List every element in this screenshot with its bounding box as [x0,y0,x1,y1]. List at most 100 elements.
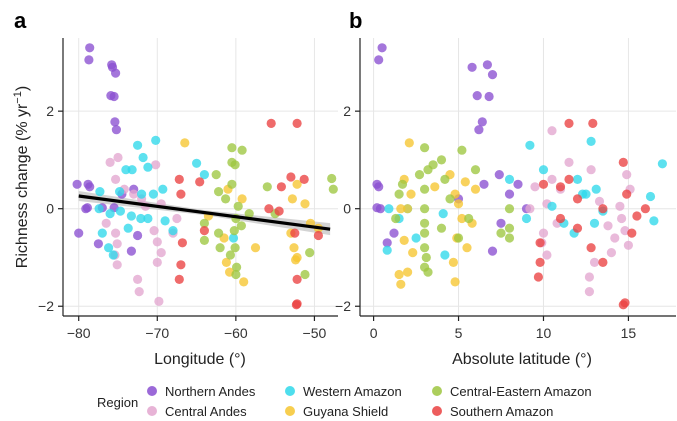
data-point [199,170,209,180]
y-axis-title: Richness change (% yr−1) [12,86,31,268]
data-point [477,117,487,127]
data-point [564,118,574,128]
data-point [105,209,115,219]
legend-label: Western Amazon [303,384,402,399]
data-point [589,257,600,267]
panel-a: a −80 −70 −60 −50 −2 0 2 Longitude (°) Richnes… [12,8,338,368]
legend-swatch [285,406,295,416]
data-point [430,182,440,192]
data-point [547,126,557,136]
legend-item: Guyana Shield [285,404,388,419]
y-tick-label: 0 [46,201,54,217]
data-point [227,179,237,189]
data-point [389,228,399,238]
data-point [236,221,246,231]
series-guyana-shield [394,138,481,289]
data-point [292,179,302,189]
data-point [239,277,249,287]
data-point [74,228,84,238]
data-point [504,204,515,214]
data-point [300,269,310,280]
data-point [474,125,484,135]
data-point [286,172,296,182]
data-point [467,62,477,72]
y-tick-label: −2 [38,298,54,314]
data-point [525,140,535,150]
data-point [292,118,302,128]
data-point [110,117,120,127]
data-point [168,226,178,236]
data-point [445,194,455,204]
data-point [421,252,431,263]
data-point [521,213,532,224]
data-point [214,228,224,238]
legend-label: Southern Amazon [450,404,553,419]
points-b [372,43,668,310]
data-point [81,204,91,214]
data-point [572,194,583,204]
data-point [457,145,467,155]
data-point [101,218,111,228]
data-point [586,243,596,253]
data-point [143,213,153,224]
x-tick-label: 5 [455,325,463,341]
data-point [199,226,209,236]
data-point [530,182,540,192]
data-point [525,204,535,214]
data-point [299,174,309,184]
data-point [290,228,300,238]
ticks-b: 0 5 10 15 −2 0 2 [335,103,636,341]
data-point [487,246,498,256]
legend-swatch [432,386,442,396]
data-point [450,277,460,287]
data-point [414,170,425,180]
data-point [151,135,161,145]
data-point [232,262,242,272]
data-point [436,155,447,165]
data-point [403,267,413,277]
series-central-eastern-amazon [391,143,515,277]
panel-label-b: b [349,8,362,33]
data-point [406,189,416,199]
data-point [105,157,115,167]
data-point [113,152,123,163]
x-tick-label: −50 [303,325,327,341]
data-point [262,182,272,192]
data-point [420,184,430,194]
data-point [496,228,506,238]
x-axis-title-b: Absolute latitude (°) [452,351,592,368]
x-tick-label: −70 [145,325,169,341]
data-point [586,136,596,146]
data-point [589,218,600,228]
data-point [174,274,184,284]
points-a [72,43,338,310]
data-point [436,223,447,233]
data-point [109,91,119,102]
data-point [533,272,544,282]
legend-item: Central-Eastern Amazon [432,384,592,399]
y-tick-label: 2 [343,103,351,119]
data-point [504,233,515,243]
data-point [482,60,492,70]
data-point [129,189,139,199]
data-point [158,184,168,194]
data-point [230,243,240,253]
data-point [97,228,107,238]
data-point [396,204,406,214]
data-point [228,233,239,243]
series-southern-amazon [174,118,323,310]
data-point [374,182,384,192]
data-point [547,201,557,211]
trend-line [78,194,331,231]
data-point [266,118,276,128]
data-point [85,43,95,53]
data-point [457,213,467,224]
data-point [632,211,642,221]
legend-swatch [285,386,295,396]
data-point [214,187,224,197]
data-point [230,160,240,170]
series-central-eastern-amazon [199,143,338,280]
legend-swatch [147,406,157,416]
legend: Region Northern Andes Western Amazon Centr… [97,384,592,419]
data-point [225,250,235,260]
